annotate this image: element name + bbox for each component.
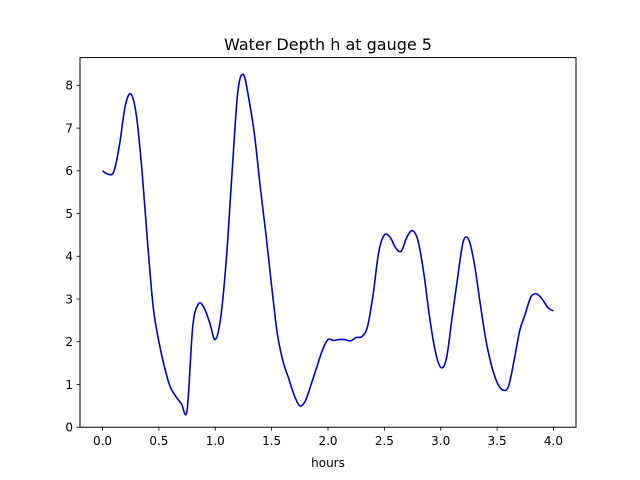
x-tick-label: 2.5 [375,434,394,448]
y-tick-label: 3 [65,292,73,306]
y-tick-label: 1 [65,378,73,392]
chart-title: Water Depth h at gauge 5 [224,35,432,54]
x-tick-label: 1.5 [262,434,281,448]
plot-area [102,73,554,416]
y-axis: 0 1 2 3 4 5 6 7 8 [65,79,80,435]
y-tick-label: 0 [65,421,73,435]
x-tick-label: 1.0 [206,434,225,448]
axes-frame [79,57,577,428]
y-tick-label: 5 [65,207,73,221]
x-tick-label: 2.0 [318,434,337,448]
x-tick-label: 0.0 [93,434,112,448]
x-tick-label: 0.5 [149,434,168,448]
x-axis-label: hours [311,456,345,470]
x-tick-label: 4.0 [544,434,563,448]
y-tick-label: 7 [65,121,73,135]
y-tick-label: 8 [65,79,73,93]
y-tick-label: 6 [65,164,73,178]
x-tick-label: 3.0 [431,434,450,448]
x-tick-label: 3.5 [488,434,507,448]
y-tick-label: 4 [65,250,73,264]
series-line-0 [102,73,554,416]
y-tick-label: 2 [65,335,73,349]
x-axis: 0.0 0.5 1.0 1.5 2.0 2.5 3.0 3.5 4.0 [93,427,563,448]
